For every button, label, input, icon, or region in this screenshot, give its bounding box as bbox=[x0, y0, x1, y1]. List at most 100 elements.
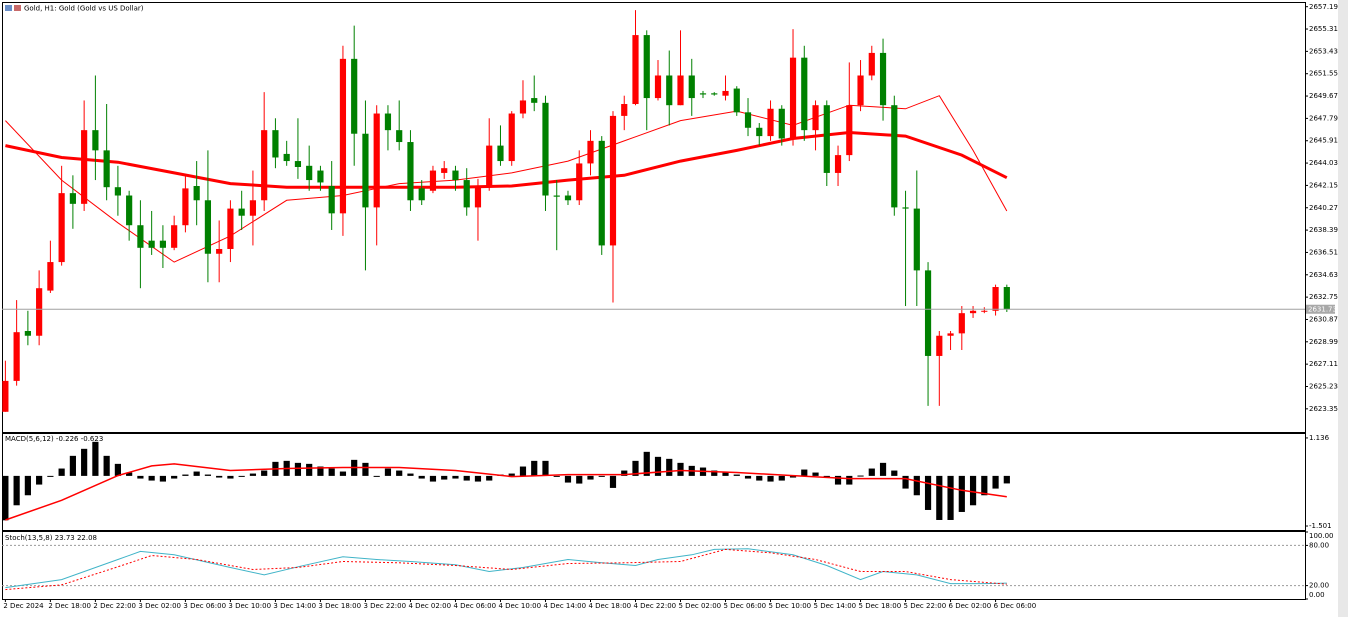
y-tick-label: 2628.99 bbox=[1309, 338, 1338, 346]
candle-body bbox=[58, 193, 65, 263]
x-tick-label: 4 Dec 10:00 bbox=[498, 602, 541, 610]
candle-body bbox=[497, 145, 504, 162]
candle-body bbox=[13, 332, 20, 381]
x-tick-label: 3 Dec 22:00 bbox=[363, 602, 406, 610]
macd-bar bbox=[407, 473, 414, 476]
macd-bar bbox=[621, 470, 628, 476]
macd-bar bbox=[576, 475, 583, 484]
candle-body bbox=[171, 225, 178, 248]
candle-body bbox=[857, 75, 864, 106]
candle-body bbox=[722, 90, 729, 96]
macd-bar bbox=[632, 460, 639, 476]
macd-bar bbox=[981, 475, 988, 496]
candle-body bbox=[688, 75, 695, 99]
candle-body bbox=[947, 333, 954, 336]
x-tick-label: 4 Dec 06:00 bbox=[453, 602, 496, 610]
y-tick-label: 2651.55 bbox=[1309, 70, 1338, 78]
candle-body bbox=[902, 207, 909, 209]
candle-body bbox=[834, 155, 842, 173]
macd-bar bbox=[879, 462, 887, 476]
candle-body bbox=[823, 105, 830, 173]
macd-bar bbox=[913, 475, 920, 496]
y-tick-label: 80.00 bbox=[1309, 541, 1329, 549]
macd-bar bbox=[958, 475, 965, 512]
macd-bar bbox=[733, 474, 740, 476]
y-tick-label: 2645.91 bbox=[1309, 137, 1338, 145]
candle-body bbox=[328, 186, 335, 214]
macd-bar bbox=[857, 475, 864, 477]
candle-body bbox=[936, 335, 943, 356]
candle-body bbox=[452, 170, 459, 181]
candle-body bbox=[227, 208, 234, 249]
candle-body bbox=[418, 188, 425, 201]
macd-signal bbox=[5, 463, 1007, 521]
x-tick-label: 2 Dec 2024 bbox=[3, 602, 44, 610]
candle-body bbox=[519, 100, 527, 114]
candle-body bbox=[384, 113, 392, 131]
candle-body bbox=[441, 168, 448, 173]
candle-body bbox=[924, 270, 932, 356]
candle-body bbox=[508, 113, 515, 162]
macd-bar bbox=[542, 460, 549, 476]
candle-body bbox=[812, 105, 819, 131]
x-tick-label: 3 Dec 02:00 bbox=[138, 602, 181, 610]
x-tick-label: 6 Dec 02:00 bbox=[949, 602, 992, 610]
y-tick-label: 2632.75 bbox=[1309, 293, 1338, 301]
macd-bar bbox=[24, 475, 31, 496]
x-tick-label: 4 Dec 02:00 bbox=[408, 602, 451, 610]
x-tick-label: 6 Dec 06:00 bbox=[994, 602, 1037, 610]
candle-body bbox=[767, 108, 774, 137]
candle-body bbox=[126, 195, 133, 226]
macd-bar bbox=[114, 463, 121, 476]
candle-body bbox=[396, 130, 403, 143]
macd-bar bbox=[294, 462, 302, 476]
candle-body bbox=[711, 93, 718, 95]
candle-body bbox=[542, 102, 549, 196]
macd-bar bbox=[261, 470, 268, 476]
macd-bar bbox=[317, 466, 324, 476]
macd-bar bbox=[137, 475, 144, 479]
window-icon bbox=[14, 5, 21, 11]
x-tick-label: 5 Dec 22:00 bbox=[904, 602, 947, 610]
candle-body bbox=[351, 58, 358, 134]
macd-bar bbox=[249, 473, 257, 476]
macd-bar bbox=[171, 475, 178, 479]
macd-bar bbox=[373, 475, 380, 477]
x-tick-label: 4 Dec 14:00 bbox=[543, 602, 586, 610]
candle-body bbox=[531, 98, 538, 103]
candle-body bbox=[306, 165, 313, 181]
y-tick-label: 2630.87 bbox=[1309, 315, 1338, 323]
candle-body bbox=[587, 140, 594, 164]
price-panel bbox=[2, 2, 1306, 433]
candle-body bbox=[429, 170, 437, 191]
macd-bar bbox=[182, 474, 189, 476]
x-tick-label: 5 Dec 06:00 bbox=[724, 602, 767, 610]
stoch-label: Stoch(13,5,8) 23.73 22.08 bbox=[5, 534, 97, 542]
candle-body bbox=[204, 200, 212, 254]
macd-bar bbox=[58, 468, 65, 476]
macd-bar bbox=[643, 451, 650, 476]
y-tick-label: 2655.31 bbox=[1309, 25, 1338, 33]
macd-bar bbox=[47, 475, 54, 477]
x-tick-label: 2 Dec 22:00 bbox=[93, 602, 136, 610]
candle-body bbox=[92, 130, 99, 151]
macd-bar bbox=[238, 475, 245, 477]
candle-body bbox=[699, 93, 707, 95]
macd-bar bbox=[362, 462, 369, 476]
chart-title: Gold, H1: Gold (Gold vs US Dollar) bbox=[24, 5, 144, 13]
candle-body bbox=[992, 287, 999, 311]
y-tick-label: 2653.43 bbox=[1309, 47, 1338, 55]
macd-bar bbox=[711, 470, 718, 476]
macd-bar bbox=[744, 475, 752, 479]
macd-bar bbox=[103, 455, 110, 476]
macd-bar bbox=[924, 475, 932, 510]
macd-bar bbox=[384, 468, 392, 476]
x-tick-label: 3 Dec 18:00 bbox=[318, 602, 361, 610]
macd-bar bbox=[812, 472, 819, 476]
candle-body bbox=[632, 35, 639, 105]
macd-bar bbox=[204, 474, 212, 476]
candle-body bbox=[846, 105, 853, 156]
candle-body bbox=[24, 330, 31, 336]
